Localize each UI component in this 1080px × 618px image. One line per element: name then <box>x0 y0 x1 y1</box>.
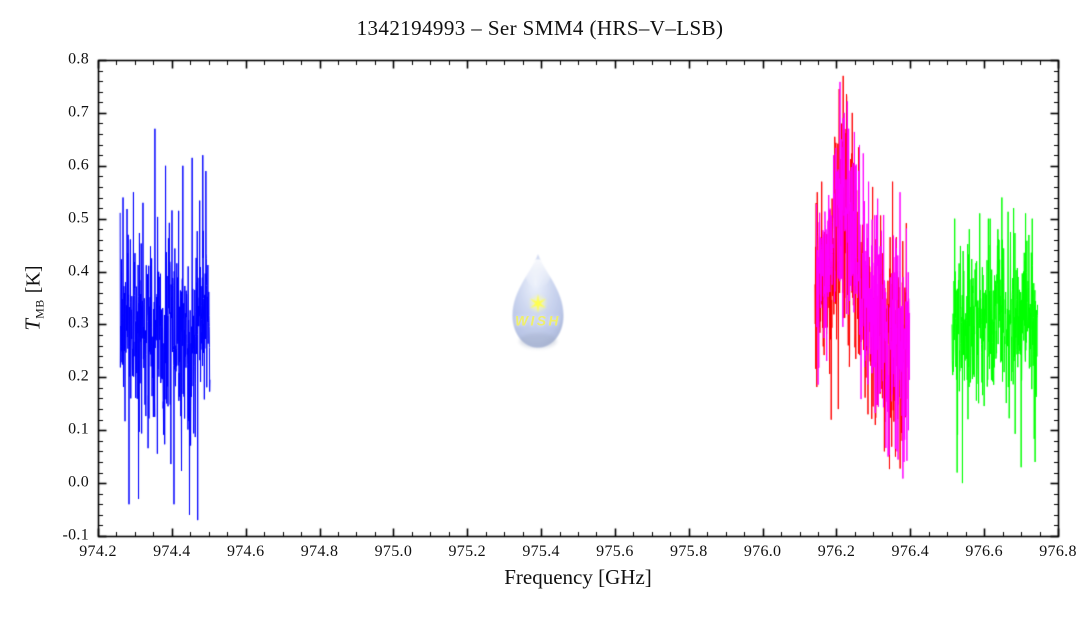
x-tick-label: 976.8 <box>1039 543 1077 560</box>
x-tick-label: 976.0 <box>743 543 782 560</box>
y-tick-label: -0.1 <box>62 526 89 544</box>
plot-title: 1342194993 – Ser SMM4 (HRS–V–LSB) <box>356 16 724 40</box>
y-axis-symbol: T <box>20 318 45 331</box>
drop-highlight <box>525 259 551 289</box>
x-tick-label: 975.6 <box>596 543 634 560</box>
x-tick-label: 974.8 <box>300 543 339 560</box>
y-tick-label: 0.1 <box>68 420 89 438</box>
x-tick-label: 976.2 <box>817 543 856 560</box>
x-tick-label: 976.4 <box>891 543 930 560</box>
star-icon <box>529 294 547 313</box>
x-tick-label: 975.4 <box>522 543 560 560</box>
x-tick-label: 975.8 <box>670 543 708 560</box>
x-tick-label: 975.2 <box>448 543 486 560</box>
drop-bottom-shade <box>519 333 557 349</box>
x-tick-label: 975.0 <box>374 543 413 560</box>
x-tick-label: 976.6 <box>965 543 1003 560</box>
y-tick-label: 0.4 <box>68 262 89 280</box>
y-tick-label: 0.7 <box>68 103 89 121</box>
y-tick-label: 0.2 <box>68 367 89 385</box>
x-tick-label: 974.2 <box>79 543 117 560</box>
wish-watermark: WISH WISH <box>512 254 564 349</box>
y-tick-label: 0.8 <box>68 50 89 68</box>
y-axis-unit: [K] <box>22 265 45 294</box>
watermark-label-glow: WISH <box>515 314 561 329</box>
y-tick-label: 0.5 <box>68 209 89 227</box>
watermark-label: WISH <box>515 314 561 329</box>
y-tick-label: 0.6 <box>68 156 89 174</box>
x-tick-label: 974.4 <box>153 543 191 560</box>
x-axis-label: Frequency [GHz] <box>504 565 652 589</box>
y-tick-label: 0.3 <box>68 315 89 333</box>
x-tick-label: 974.6 <box>226 543 265 560</box>
y-tick-label: 0.0 <box>68 473 89 491</box>
